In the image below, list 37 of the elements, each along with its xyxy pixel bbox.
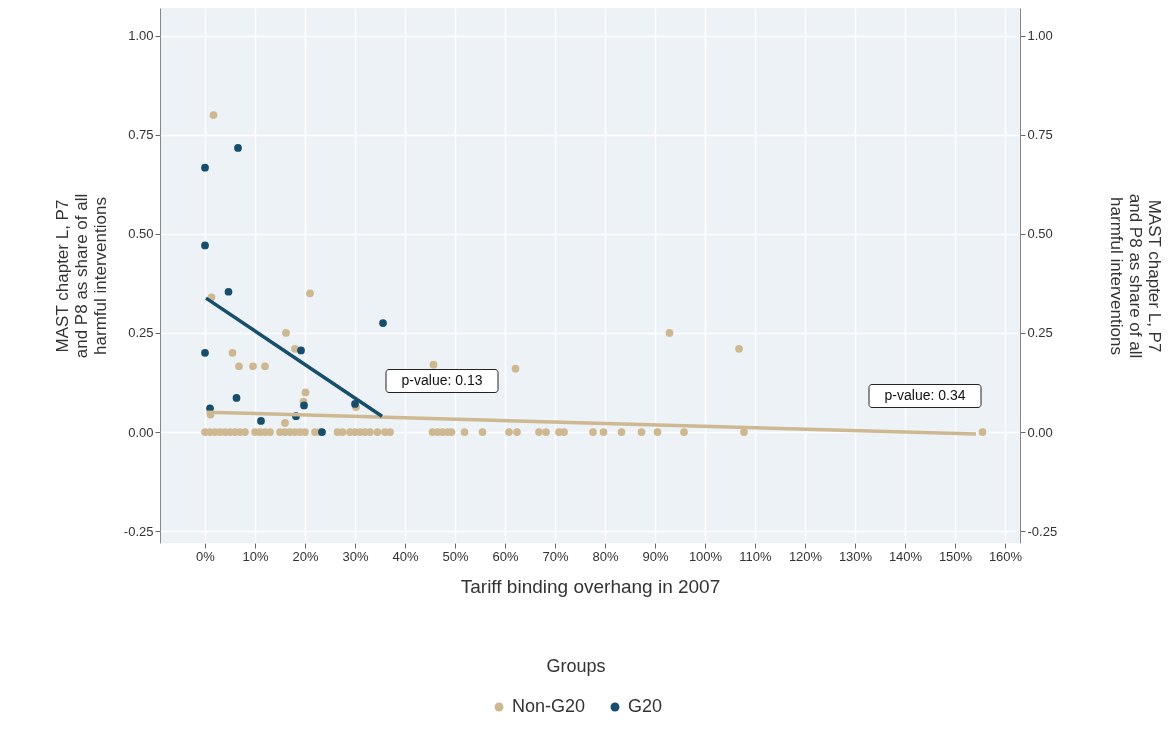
x-tick-label: 160% — [988, 548, 1023, 564]
x-tick-label: 60% — [492, 548, 519, 564]
y2-tick-label: 0.50 — [1027, 226, 1053, 242]
x-tick-label: 0% — [196, 548, 216, 564]
x-tick-label: 10% — [242, 548, 269, 564]
x-tick-label: 110% — [739, 548, 773, 564]
y2-axis-title: MAST chapter L, P7 and P8 as share of all harmful interventions — [1107, 193, 1165, 359]
x-tick-label: 120% — [788, 548, 823, 564]
y-tick-label: 0.75 — [128, 127, 154, 143]
y2-tick-label: 1.00 — [1027, 28, 1053, 44]
y-tick-label: 0.50 — [128, 226, 154, 242]
x-tick-label: 140% — [888, 548, 923, 564]
y-axis-title: MAST chapter L, P7 and P8 as share of all harmful interventions — [52, 193, 110, 359]
legend-label: Non-G20 — [512, 696, 586, 716]
y-tick-label: 1.00 — [128, 28, 154, 44]
y2-tick-label: 0.25 — [1027, 325, 1053, 341]
x-tick-label: 80% — [592, 548, 619, 564]
x-axis-title: Tariff binding overhang in 2007 — [460, 575, 721, 597]
x-tick-label: 130% — [838, 548, 873, 564]
y-tick-label: 0.00 — [128, 424, 154, 440]
y2-tick-label: 0.75 — [1027, 127, 1053, 143]
y-tick-label: -0.25 — [123, 523, 154, 539]
x-tick-label: 40% — [392, 548, 419, 564]
y2-tick-label: 0.00 — [1027, 424, 1053, 440]
x-tick-label: 100% — [688, 548, 723, 564]
y2-tick-label: -0.25 — [1027, 523, 1058, 539]
x-tick-label: 50% — [442, 548, 469, 564]
legend-label: G20 — [628, 696, 663, 716]
y-tick-label: 0.25 — [128, 325, 154, 341]
x-tick-label: 150% — [938, 548, 973, 564]
x-tick-label: 20% — [292, 548, 319, 564]
x-tick-label: 90% — [642, 548, 669, 564]
annotation: p-value: 0.13 — [401, 372, 483, 388]
legend-title: Groups — [546, 656, 606, 676]
x-tick-label: 70% — [542, 548, 569, 564]
x-tick-label: 30% — [342, 548, 369, 564]
annotation: p-value: 0.34 — [884, 387, 966, 403]
